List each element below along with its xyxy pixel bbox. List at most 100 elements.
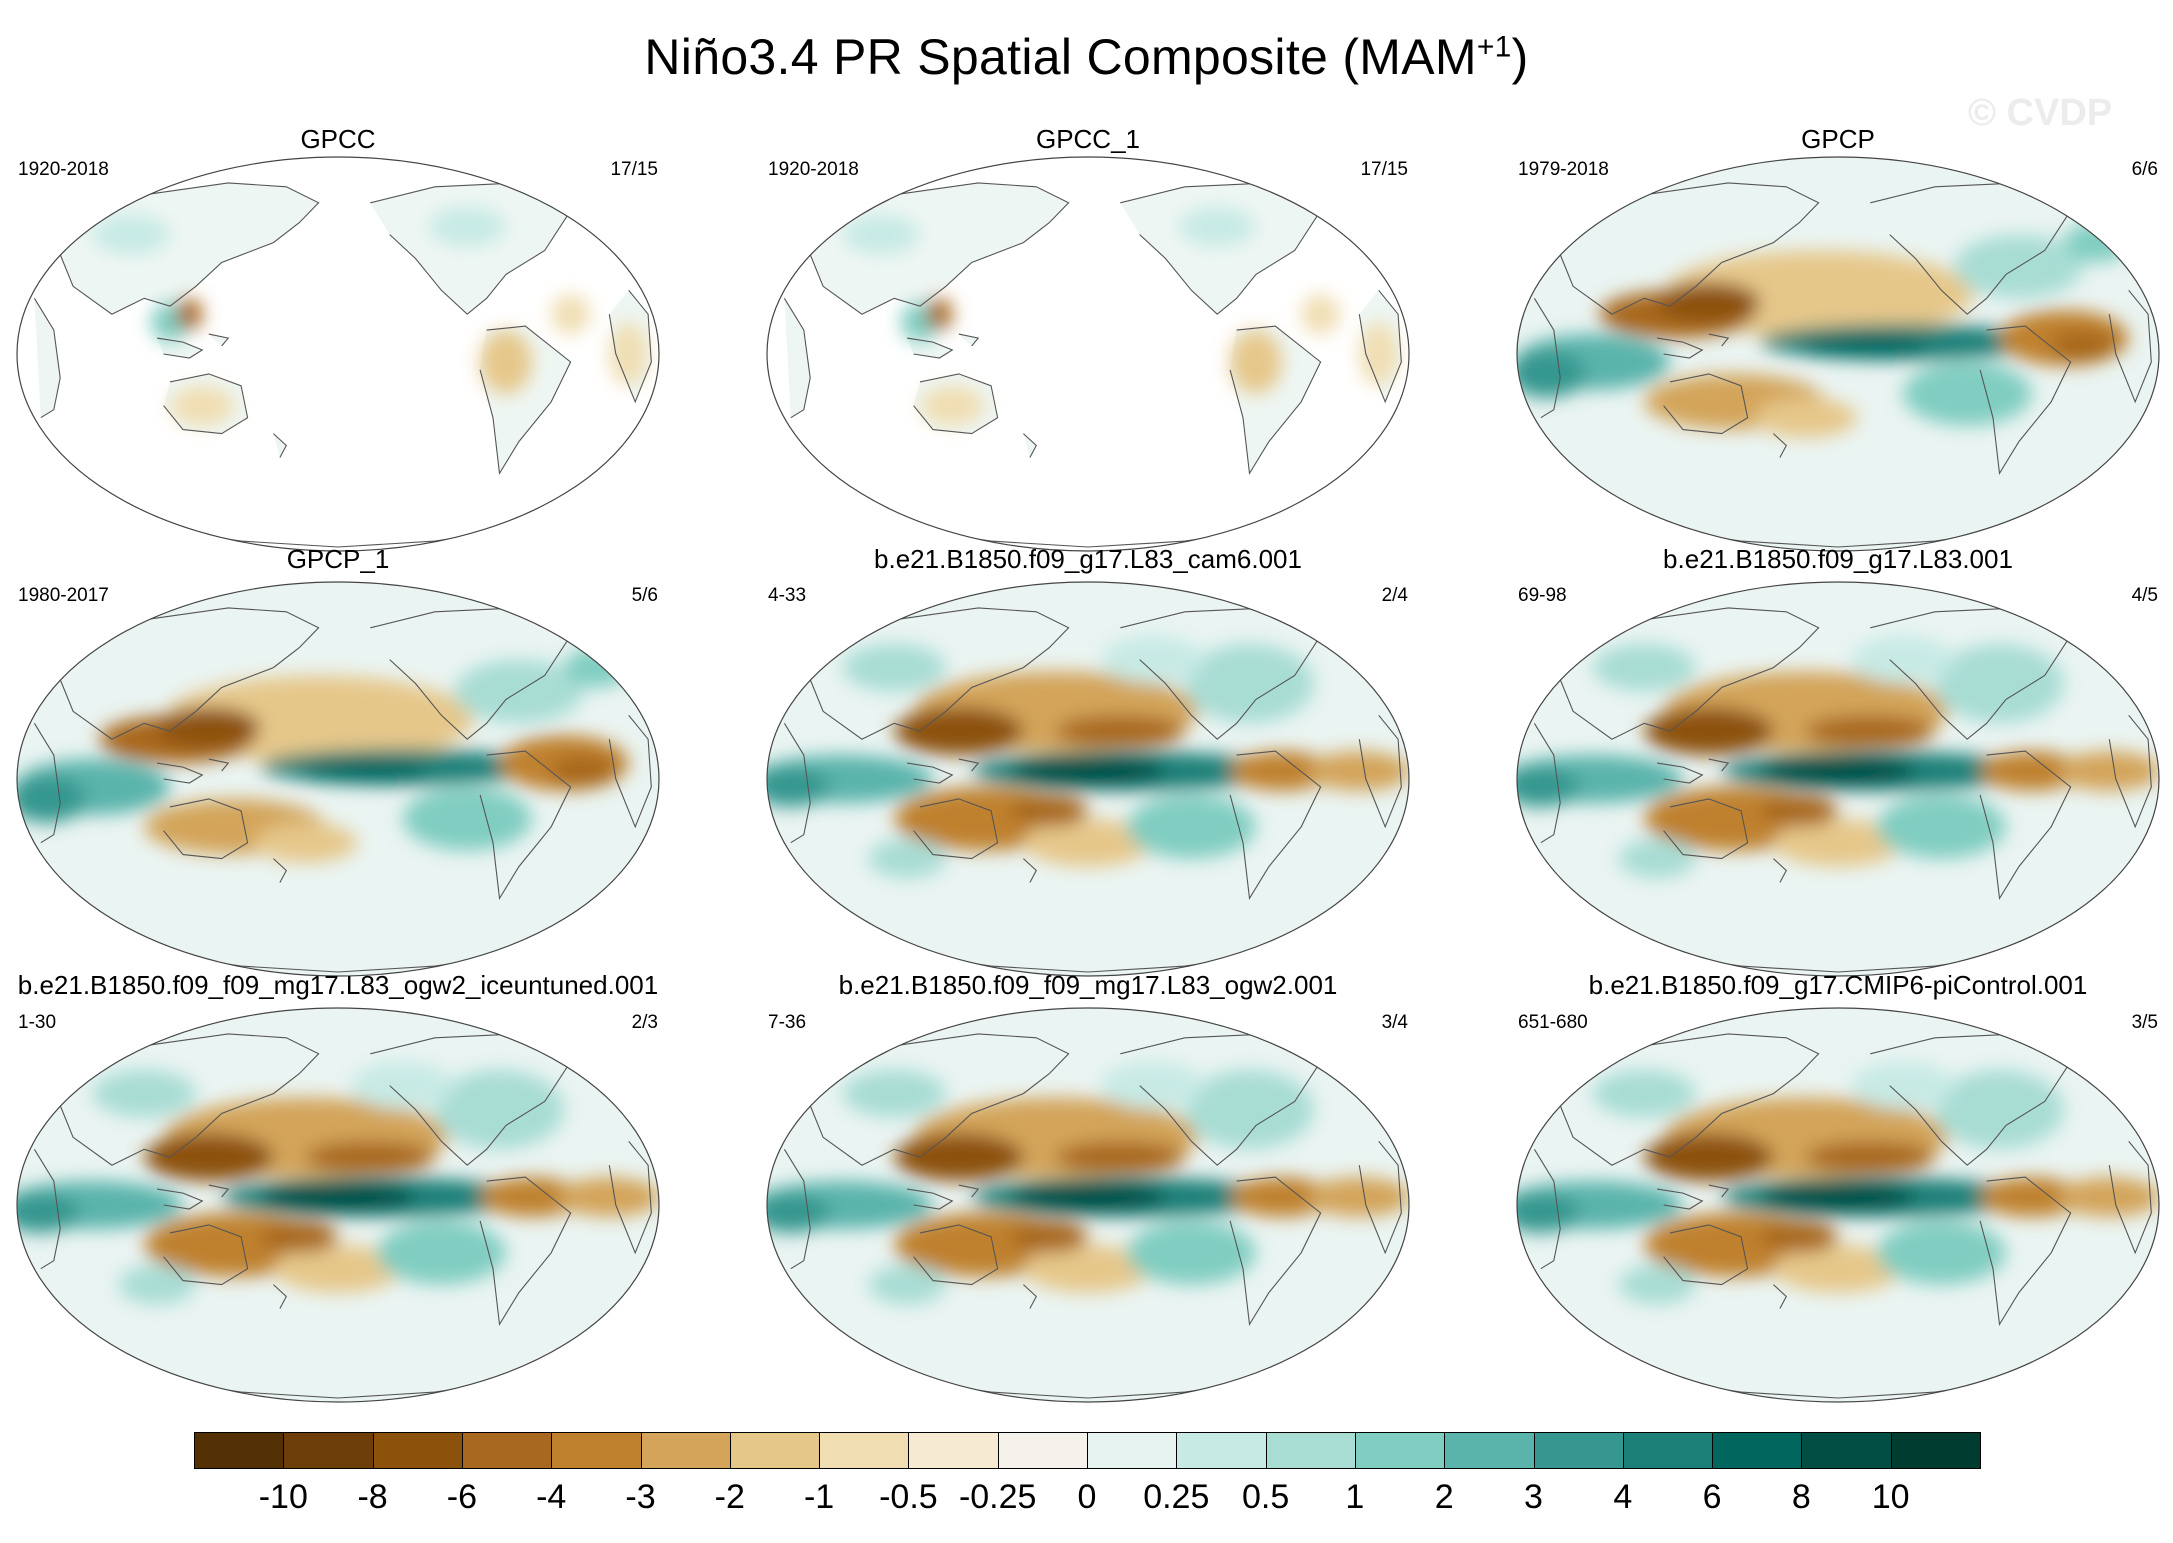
coastline [1870,182,2072,315]
coastline [608,289,652,404]
colorbar-box [908,1432,1000,1469]
coastline [479,325,572,476]
panel-count: 3/5 [2131,1012,2158,1033]
coastline [157,762,204,784]
anomaly-region [1850,1061,1955,1110]
anomaly-region [1644,1133,1774,1182]
coastline [958,758,980,772]
colorbar-box [1801,1432,1893,1469]
precip-map [16,581,660,977]
colorbar-box [1265,1432,1357,1469]
colorbar-box [283,1432,375,1469]
coastline [370,607,572,740]
coastline [783,1149,811,1270]
anomaly-region [894,1133,1024,1182]
anomaly-region [1760,794,1838,827]
panel-title: b.e21.B1850.f09_f09_mg17.L83_ogw2.001 [838,970,1338,1000]
coastline [163,1224,249,1286]
anomaly-region [564,647,629,688]
precip-map [16,1007,660,1403]
figure-title: Niño3.4 PR Spatial Composite (MAM+1) [644,29,1529,85]
panel-title: b.e21.B1850.f09_f09_mg17.L83_ogw2_iceunt… [17,970,659,1000]
colorbar-label: -8 [357,1478,388,1516]
precip-map [1516,1007,2160,1403]
anomaly-region [1010,1220,1088,1253]
anomaly-region [1760,757,1916,785]
anomaly-region [434,1069,565,1150]
coastline [913,1224,999,1286]
anomaly-region [376,1220,506,1285]
coastline [1120,607,1322,740]
precip-map [1516,581,2160,977]
anomaly-region [1799,334,1929,358]
anomaly-region [1359,322,1399,386]
coastline [2057,170,2098,204]
anomaly-region [1230,330,1282,394]
coastline [1708,1184,1730,1198]
anomaly-region [920,385,985,426]
colorbar-box [372,1432,464,1469]
anomaly-region [557,1177,659,1217]
anomaly-region [402,786,532,851]
panel-count: 17/15 [610,159,658,180]
anomaly-region [428,206,506,247]
coastline [1120,1033,1322,1166]
anomaly-region [1592,1069,1696,1118]
coastline [1559,1033,1820,1166]
coastline [1559,182,1820,315]
coastline [273,433,287,458]
panel-period: 1-30 [18,1012,57,1033]
map-field [767,157,1409,551]
colorbar-box [640,1432,732,1469]
coastline [59,1033,320,1166]
map-field [767,582,1409,976]
anomaly-region [842,1069,946,1118]
coastline [33,1149,61,1270]
anomaly-region [842,214,921,255]
anomaly-region [1126,1220,1256,1285]
coastline [163,373,249,435]
colorbar-label: 8 [1791,1478,1811,1516]
coastline [1979,750,2072,901]
coastline [1307,170,1348,204]
coastline [1023,1284,1037,1309]
precip-map [766,581,1410,977]
anomaly-region [1055,715,1185,748]
anomaly-region [170,385,235,426]
panel-count: 2/3 [631,1012,658,1033]
coastline [608,1140,652,1255]
coastline [2108,289,2152,404]
anomaly-region [767,1193,830,1233]
anomaly-region [299,759,429,783]
coastline [33,723,61,844]
colorbar-box [1533,1432,1625,1469]
coastline [783,723,811,844]
anomaly-region [1307,1177,1409,1217]
anomaly-region [926,298,953,331]
coastline [907,337,954,359]
coastline [1023,858,1037,883]
anomaly-region [1980,1177,2084,1217]
coastline [1979,325,2072,476]
anomaly-region [868,838,946,879]
anomaly-region [1618,1264,1696,1305]
coastline [1023,433,1037,458]
colorbar-box [1444,1432,1535,1469]
coastline [1120,182,1322,315]
anomaly-region [1184,643,1315,724]
panel-period: 1920-2018 [18,159,109,180]
panel-title: GPCC_1 [1035,124,1141,154]
panel-title: b.e21.B1850.f09_g17.CMIP6-piControl.001 [1588,970,2088,1000]
coastline [1773,858,1787,883]
colorbar-label: -3 [625,1478,656,1516]
colorbar-box [729,1432,821,1469]
coastline [1307,1021,1348,1055]
panel-period: 1979-2018 [1518,159,1609,180]
anomaly-region [551,755,616,787]
coastline [557,170,598,204]
anomaly-region [1876,794,2006,859]
anomaly-region [2057,1177,2159,1217]
panel-period: 1980-2017 [18,585,109,606]
colorbar-label: 1 [1345,1478,1365,1516]
colorbar-label: 6 [1702,1478,1722,1516]
